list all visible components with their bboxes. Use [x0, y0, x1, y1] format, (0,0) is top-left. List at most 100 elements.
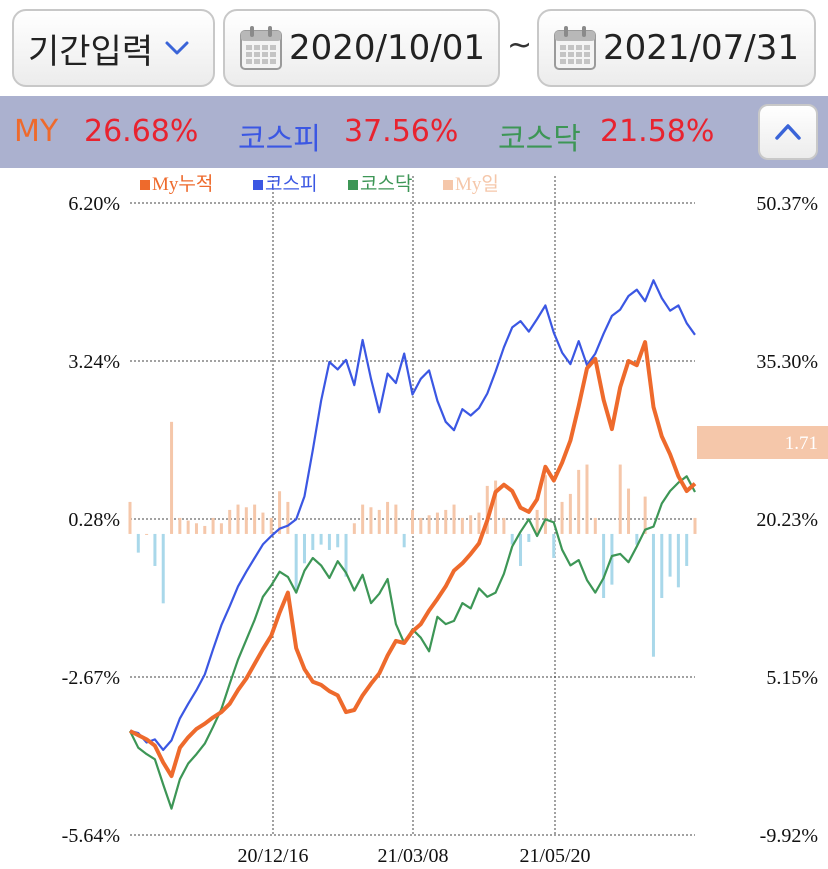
daily-return-bar: [153, 533, 157, 566]
daily-return-bar: [219, 523, 223, 534]
right-tick-label: 20.23%: [756, 509, 818, 531]
performance-chart: 6.20% 3.24% 0.28% -2.67% -5.64% 50.37% 35.30% 2…: [62, 173, 828, 867]
chevron-down-icon: [165, 41, 189, 55]
legend-swatch: [253, 180, 263, 190]
daily-return-bar: [485, 485, 489, 534]
daily-return-bar: [294, 533, 298, 593]
x-tick-label: 21/05/20: [519, 845, 590, 867]
legend-swatch: [140, 180, 150, 190]
chevron-up-icon: [775, 124, 801, 140]
daily-return-bar: [593, 517, 597, 534]
daily-return-bar: [660, 533, 664, 598]
left-tick-label: 6.20%: [68, 193, 120, 215]
daily-return-bar: [510, 533, 514, 545]
daily-return-bar: [319, 533, 323, 545]
current-value-marker: [697, 426, 828, 459]
daily-return-bar: [145, 533, 149, 535]
daily-return-bar: [585, 464, 589, 534]
daily-return-bar: [194, 523, 198, 534]
daily-return-bar: [236, 504, 240, 534]
left-tick-label: -5.64%: [62, 825, 120, 847]
daily-return-bar: [627, 488, 631, 534]
daily-return-bar: [602, 533, 606, 598]
daily-return-bar: [469, 515, 473, 534]
daily-return-bar: [244, 507, 248, 534]
right-tick-label: 5.15%: [766, 667, 818, 689]
end-date-button[interactable]: 2021/07/31: [537, 9, 816, 87]
daily-return-bar: [402, 533, 406, 548]
period-dropdown[interactable]: 기간입력: [12, 9, 215, 87]
daily-return-bar: [394, 504, 398, 534]
daily-return-bar: [676, 533, 680, 588]
daily-return-bar: [311, 533, 315, 550]
daily-return-bar: [377, 509, 381, 534]
start-date: 2020/10/01: [289, 28, 485, 68]
collapse-button[interactable]: [758, 104, 818, 160]
left-tick-label: 3.24%: [68, 351, 120, 373]
daily-return-bar: [128, 501, 132, 534]
kosdaq-label: 코스닥: [498, 122, 581, 157]
toolbar: 기간입력 2020/10/01 ~: [0, 0, 828, 96]
daily-return-bar: [535, 509, 539, 534]
left-tick-label: 0.28%: [68, 509, 120, 531]
end-date: 2021/07/31: [603, 28, 799, 68]
daily-return-bar: [211, 517, 215, 534]
daily-return-bar: [161, 533, 165, 604]
daily-return-bar: [386, 501, 390, 534]
my-cumulative-series-line: [129, 340, 697, 779]
daily-return-bar: [136, 533, 140, 553]
daily-return-bar: [477, 512, 481, 534]
period-label: 기간입력: [28, 31, 154, 72]
daily-return-bar: [228, 509, 232, 534]
legend-label: 코스닥: [360, 173, 412, 195]
daily-return-bar: [411, 509, 414, 534]
daily-return-bar: [261, 512, 265, 534]
daily-return-bar: [651, 533, 655, 657]
daily-return-bar: [278, 491, 282, 534]
kospi-value: 37.56%: [344, 114, 459, 149]
calendar-icon: [554, 26, 596, 70]
daily-return-bar: [435, 512, 439, 534]
legend-swatch: [348, 180, 358, 190]
daily-return-bar: [693, 517, 697, 534]
right-tick-label: -9.92%: [760, 825, 818, 847]
daily-return-bar: [361, 504, 365, 534]
x-tick-label: 21/03/08: [377, 845, 448, 867]
right-tick-label: 35.30%: [756, 351, 818, 373]
daily-return-bar: [344, 533, 348, 577]
my-label: MY: [14, 114, 59, 149]
daily-return-bar: [494, 480, 498, 534]
kospi-label: 코스피: [238, 122, 321, 157]
daily-return-bar: [452, 504, 456, 534]
daily-return-bar: [577, 469, 581, 534]
x-tick-label: 20/12/16: [237, 845, 308, 867]
daily-return-bar: [178, 517, 182, 534]
kosdaq-value: 21.58%: [600, 114, 715, 149]
daily-return-bar: [336, 533, 340, 548]
current-value-label: 1.71: [785, 433, 818, 454]
daily-return-bar: [643, 496, 647, 534]
start-date-button[interactable]: 2020/10/01: [223, 9, 500, 87]
daily-return-bar: [327, 533, 331, 550]
daily-return-bar: [552, 533, 556, 558]
daily-return-bar: [444, 509, 448, 534]
daily-return-bar: [568, 493, 572, 534]
daily-return-bar: [419, 517, 423, 534]
daily-return-bar: [302, 533, 306, 564]
daily-return-bar: [668, 533, 672, 577]
daily-return-bar: [502, 517, 506, 534]
daily-return-bar: [519, 533, 523, 566]
daily-return-bar: [427, 515, 431, 534]
daily-return-bar: [369, 507, 373, 534]
legend-swatch: [443, 180, 453, 190]
my-value: 26.68%: [84, 114, 199, 149]
legend-label: My일: [455, 173, 499, 195]
daily-return-bar: [618, 464, 622, 534]
daily-return-bar: [610, 533, 614, 585]
daily-return-bar: [170, 421, 174, 534]
daily-return-bar: [253, 504, 257, 534]
kospi-series-line: [129, 279, 696, 751]
legend-label: 코스피: [265, 173, 317, 195]
daily-return-bar: [560, 501, 564, 534]
daily-return-bar: [527, 533, 531, 542]
